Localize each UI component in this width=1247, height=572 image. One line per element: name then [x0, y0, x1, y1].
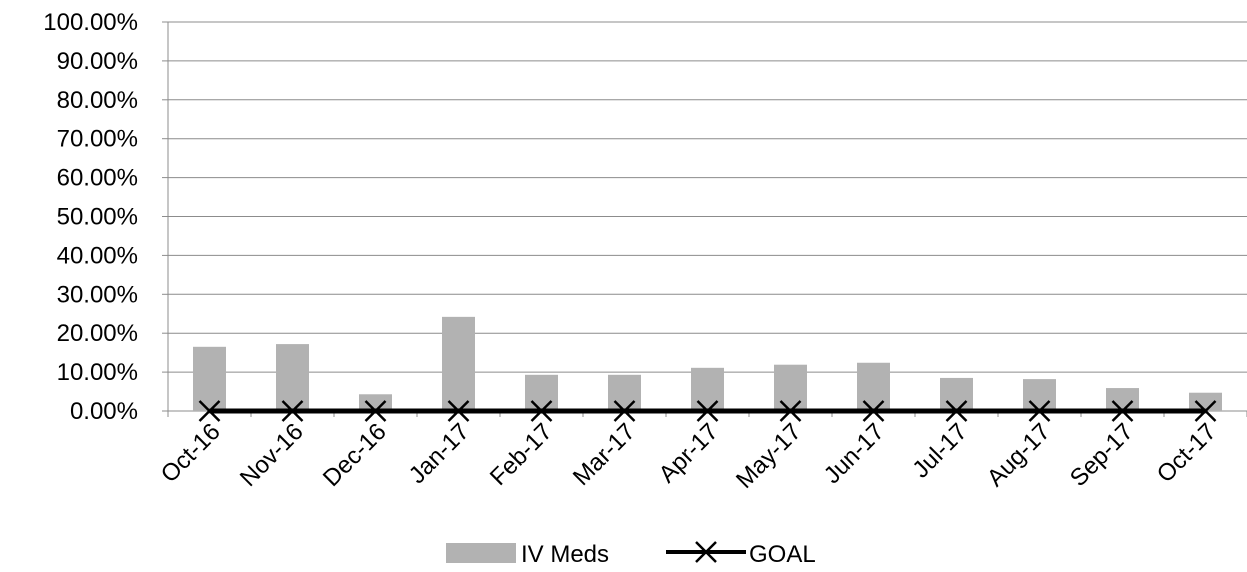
y-tick-label: 50.00%: [57, 204, 138, 231]
y-tick-label: 90.00%: [57, 48, 138, 75]
goal-marker: [1194, 400, 1217, 422]
goal-marker: [613, 400, 636, 422]
x-tick-label: Oct-17: [1152, 418, 1222, 488]
y-axis-tick-labels: 0.00% 10.00% 20.00% 30.00% 40.00% 50.00% 60.00…: [43, 9, 138, 425]
goal-marker-stroke: [198, 400, 221, 422]
legend-label-goal: GOAL: [749, 541, 816, 567]
bar: [276, 344, 309, 411]
x-tick-label: Jun-17: [819, 418, 890, 489]
x-tick-label: May-17: [731, 418, 807, 494]
axes: [167, 22, 1247, 417]
goal-marker: [1111, 400, 1134, 422]
goal-marker-stroke: [613, 400, 636, 422]
legend-marker-stroke: [695, 541, 717, 563]
legend-swatch-goal-marker: [695, 541, 717, 563]
goal-marker-stroke: [862, 400, 885, 422]
x-tick-label: Oct-16: [156, 418, 226, 488]
goal-marker-stroke: [696, 400, 719, 422]
x-tick-label: Jul-17: [907, 418, 972, 483]
goal-marker: [779, 400, 802, 422]
x-tick-label: Sep-17: [1065, 418, 1139, 492]
bar: [691, 367, 724, 411]
y-tick-label: 40.00%: [57, 242, 138, 269]
legend-label-iv-meds: IV Meds: [521, 541, 609, 567]
x-tick-label: Apr-17: [654, 418, 724, 488]
legend: IV Meds GOAL: [446, 541, 816, 568]
goal-marker-stroke: [530, 400, 553, 422]
x-tick-label: Jan-17: [404, 418, 475, 489]
goal-marker-stroke: [364, 400, 387, 422]
goal-marker-stroke: [1111, 400, 1134, 422]
goal-marker-stroke: [945, 400, 968, 422]
bar: [442, 316, 475, 411]
bar: [608, 374, 641, 411]
goal-marker: [945, 400, 968, 422]
bar: [1189, 392, 1222, 411]
x-tick-label: Feb-17: [485, 418, 558, 491]
y-tick-label: 60.00%: [57, 165, 138, 192]
y-tick-label: 20.00%: [57, 320, 138, 347]
goal-marker: [696, 400, 719, 422]
y-tick-label: 0.00%: [70, 398, 138, 425]
bar: [774, 364, 807, 411]
x-tick-label: Dec-16: [318, 418, 392, 492]
x-tick-label: Mar-17: [568, 418, 641, 491]
goal-marker-stroke: [1028, 400, 1051, 422]
goal-marker: [862, 400, 885, 422]
y-tick-label: 10.00%: [57, 359, 138, 386]
bar: [193, 346, 226, 411]
goal-marker-stroke: [281, 400, 304, 422]
y-tick-label: 100.00%: [43, 9, 138, 36]
goal-marker: [447, 400, 470, 422]
y-tick-label: 80.00%: [57, 87, 138, 114]
y-tick-label: 70.00%: [57, 126, 138, 153]
bar: [1023, 379, 1056, 411]
goal-marker: [281, 400, 304, 422]
x-tick-label: Aug-17: [982, 418, 1056, 492]
goal-marker-stroke: [447, 400, 470, 422]
bar: [940, 377, 973, 411]
y-tick-label: 30.00%: [57, 281, 138, 308]
goal-marker: [364, 400, 387, 422]
goal-marker-stroke: [779, 400, 802, 422]
bar: [359, 394, 392, 411]
legend-swatch-iv-meds: [446, 543, 516, 563]
goal-marker: [198, 400, 221, 422]
bar: [857, 362, 890, 411]
bar: [525, 374, 558, 411]
goal-marker: [1028, 400, 1051, 422]
bar-series: [193, 316, 1222, 411]
x-axis-tick-labels: Oct-16 Nov-16 Dec-16 Jan-17 Feb-17 Mar-17 Apr-…: [156, 418, 1222, 494]
grid-layer: [162, 21, 1247, 412]
goal-marker: [530, 400, 553, 422]
x-tick-label: Nov-16: [235, 418, 309, 492]
bar: [1106, 388, 1139, 411]
goal-marker-stroke: [1194, 400, 1217, 422]
goal-line-series: [198, 400, 1217, 422]
